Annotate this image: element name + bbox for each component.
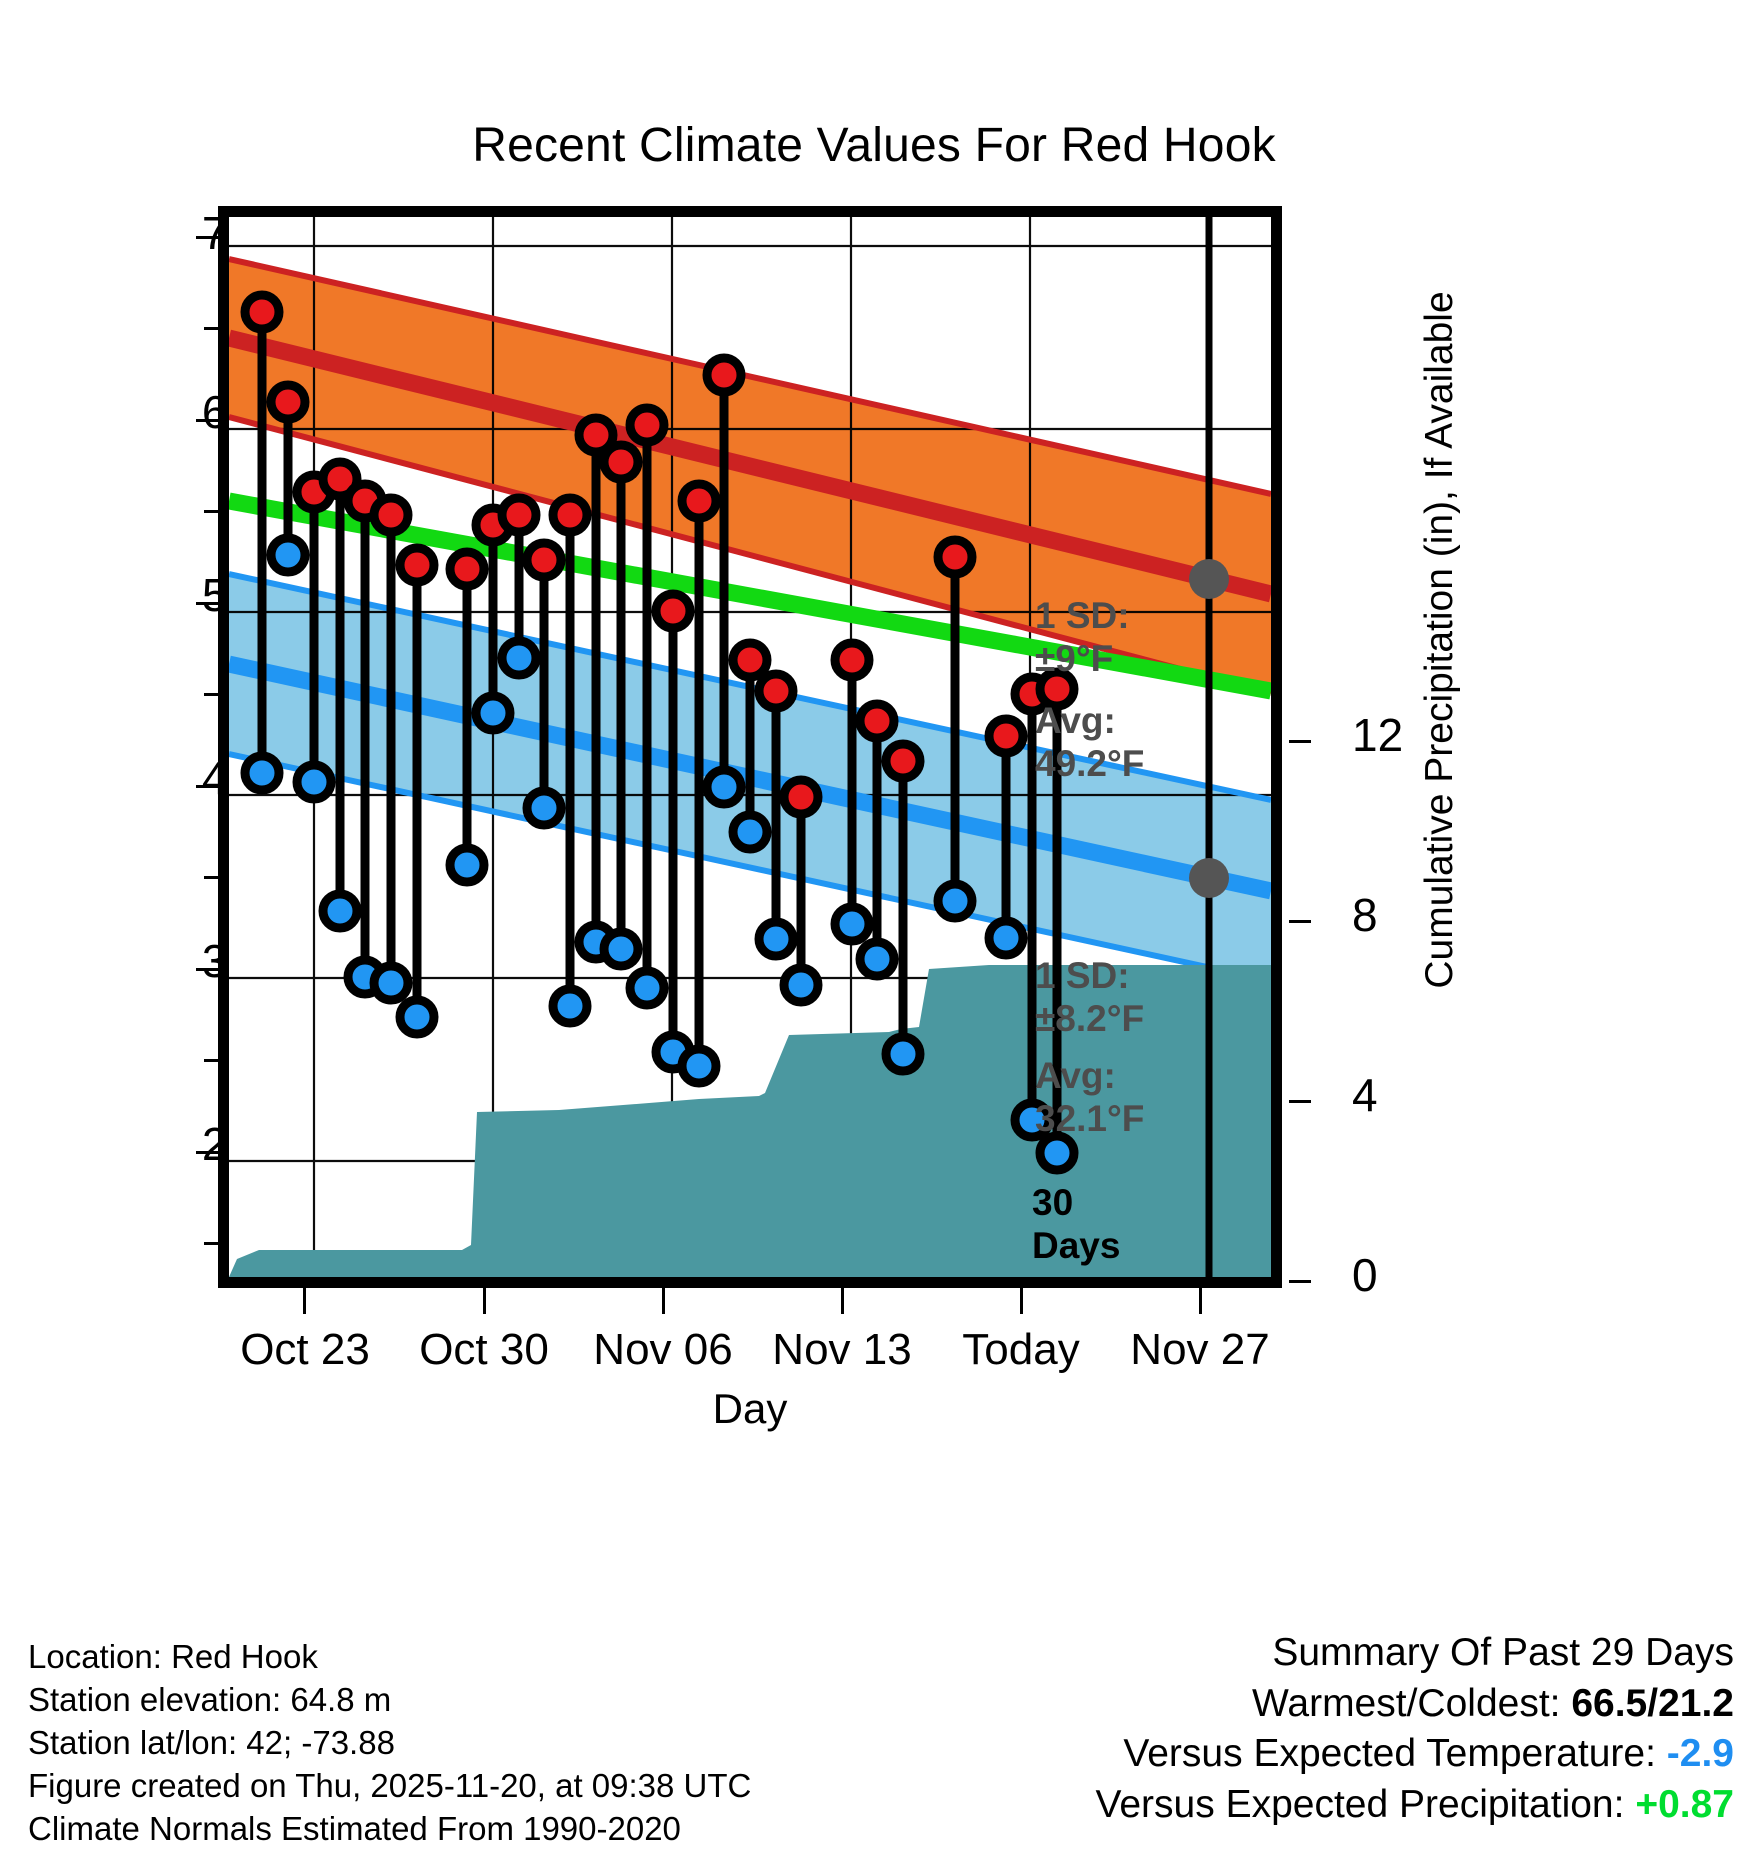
x-tickmark-nov-06 bbox=[662, 1288, 665, 1314]
high-markers bbox=[240, 290, 1079, 819]
footer-normals: Climate Normals Estimated From 1990-2020 bbox=[28, 1809, 681, 1847]
x-axis-label: Day bbox=[712, 1385, 788, 1432]
y2-tick-4: 4 bbox=[1352, 1069, 1378, 1121]
y-tickmark-40 bbox=[196, 785, 218, 788]
warmest-coldest-label: Warmest/Coldest: bbox=[1252, 1681, 1561, 1725]
y2-tick-0: 0 bbox=[1352, 1249, 1378, 1301]
x-tickmark-nov-27 bbox=[1199, 1288, 1202, 1314]
x-tick-today: Today bbox=[962, 1325, 1080, 1374]
span-annotation-line2: Days bbox=[1032, 1225, 1121, 1266]
low-sd-annotation-line1: 1 SD: bbox=[1035, 955, 1130, 996]
observation-stems bbox=[257, 312, 1062, 1153]
plot-area bbox=[218, 206, 1282, 1288]
high-lower-sd-line bbox=[229, 414, 1271, 696]
footer-created: Figure created on Thu, 2025-11-20, at 09… bbox=[28, 1766, 752, 1804]
today-low-avg-dot bbox=[1189, 858, 1229, 898]
vs-prcp-row: Versus Expected Precipitation: +0.87 bbox=[1096, 1780, 1735, 1831]
y-tickmark-50 bbox=[196, 602, 218, 605]
high-upper-sd-line bbox=[229, 256, 1271, 497]
high-sd-band bbox=[229, 259, 1271, 693]
high-avg-line bbox=[229, 329, 1271, 603]
high-sd-annotation-line2: ±9°F bbox=[1035, 638, 1114, 679]
climate-plot-svg bbox=[229, 217, 1271, 1277]
y-tickmark-70 bbox=[196, 236, 218, 239]
plot-inner bbox=[229, 217, 1271, 1277]
vs-prcp-value: +0.87 bbox=[1635, 1783, 1734, 1827]
footer-elevation: Station elevation: 64.8 m bbox=[28, 1680, 392, 1718]
y-tickmark-25 bbox=[204, 1059, 218, 1062]
y2-axis-label: Cumulative Precipitation (in), If Availa… bbox=[1418, 291, 1461, 989]
low-markers bbox=[240, 533, 1079, 1175]
y-tickmark-35 bbox=[204, 876, 218, 879]
vs-temp-label: Versus Expected Temperature: bbox=[1123, 1732, 1656, 1776]
footer-latlon: Station lat/lon: 42; -73.88 bbox=[28, 1723, 395, 1761]
low-lower-sd-line bbox=[229, 751, 1271, 984]
span-annotation-line1: 30 bbox=[1032, 1182, 1074, 1223]
x-tickmark-nov-13 bbox=[841, 1288, 844, 1314]
low-avg-annotation-line2: 32.1°F bbox=[1035, 1098, 1145, 1139]
page-title: Recent Climate Values For Red Hook bbox=[472, 119, 1276, 172]
y-tickmark-65 bbox=[204, 327, 218, 330]
y2-tick-8: 8 bbox=[1352, 889, 1378, 941]
y-tickmark-60 bbox=[196, 419, 218, 422]
low-avg-annotation-line1: Avg: bbox=[1035, 1055, 1116, 1096]
x-tickmark-oct-23 bbox=[303, 1288, 306, 1314]
footer-right: Summary Of Past 29 Days Warmest/Coldest:… bbox=[1096, 1628, 1735, 1831]
x-tickmark-oct-30 bbox=[483, 1288, 486, 1314]
vs-prcp-label: Versus Expected Precipitation: bbox=[1095, 1783, 1625, 1827]
x-tickmark-today bbox=[1020, 1288, 1023, 1314]
vs-temp-value: -2.9 bbox=[1666, 1732, 1734, 1776]
today-high-avg-dot bbox=[1189, 559, 1229, 599]
y2-tick-12: 12 bbox=[1352, 709, 1404, 761]
high-avg-annotation-line1: Avg: bbox=[1035, 700, 1116, 741]
high-sd-annotation-line1: 1 SD: bbox=[1035, 595, 1130, 636]
x-tick-oct-30: Oct 30 bbox=[419, 1325, 549, 1374]
y-tickmark-30 bbox=[196, 968, 218, 971]
y-tickmark-15 bbox=[204, 1242, 218, 1245]
cumulative-precip-area bbox=[229, 965, 1271, 1277]
x-tick-nov-06: Nov 06 bbox=[593, 1325, 733, 1374]
high-avg-annotation-line2: 49.2°F bbox=[1035, 743, 1145, 784]
y2-tickmark-0 bbox=[1289, 1280, 1311, 1283]
y2-tickmark-4 bbox=[1289, 1100, 1311, 1103]
y2-tickmark-8 bbox=[1289, 920, 1311, 923]
observation-markers bbox=[240, 290, 1079, 1175]
y-tickmark-20 bbox=[196, 1151, 218, 1154]
footer-left: Location: Red Hook Station elevation: 64… bbox=[28, 1636, 751, 1850]
warmest-coldest-value: 66.5/21.2 bbox=[1571, 1681, 1734, 1725]
vs-temp-row: Versus Expected Temperature: -2.9 bbox=[1096, 1729, 1734, 1780]
low-sd-annotation-line2: ±8.2°F bbox=[1035, 998, 1145, 1039]
y2-tickmark-12 bbox=[1289, 740, 1311, 743]
y-tickmark-45 bbox=[204, 693, 218, 696]
footer-location: Location: Red Hook bbox=[28, 1638, 318, 1675]
summary-title: Summary Of Past 29 Days bbox=[1272, 1631, 1734, 1674]
warmest-coldest-row: Warmest/Coldest: 66.5/21.2 bbox=[1096, 1679, 1734, 1730]
x-tick-oct-23: Oct 23 bbox=[240, 1325, 370, 1374]
y-tickmark-55 bbox=[204, 510, 218, 513]
x-tick-nov-13: Nov 13 bbox=[772, 1325, 912, 1374]
x-tick-nov-27: Nov 27 bbox=[1130, 1325, 1270, 1374]
